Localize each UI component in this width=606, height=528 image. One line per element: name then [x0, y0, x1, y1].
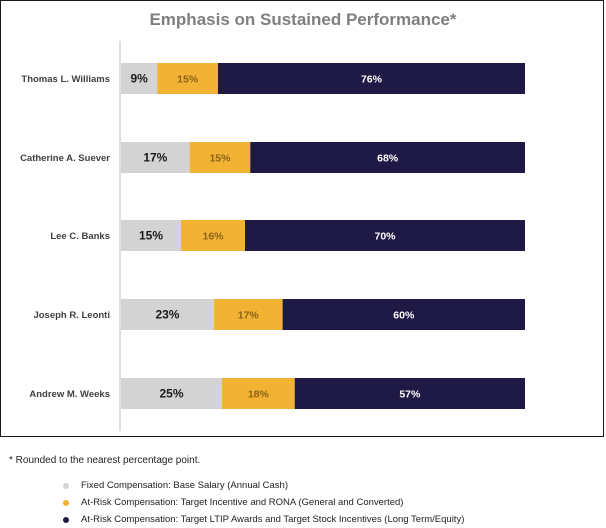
chart-svg: Emphasis on Sustained Performance* Thoma…: [20, 10, 525, 431]
data-label-andrew-m-weeks-0: 25%: [159, 387, 183, 401]
data-label-andrew-m-weeks-1: 18%: [248, 389, 270, 401]
category-label-lee-c-banks: Lee C. Banks: [50, 231, 110, 242]
data-label-joseph-r-leonti-2: 60%: [393, 310, 415, 322]
legend-item-fixed: Fixed Compensation: Base Salary (Annual …: [63, 477, 464, 494]
data-label-lee-c-banks-1: 16%: [202, 231, 224, 243]
bar-segment-joseph-r-leonti-0: [121, 299, 214, 330]
legend-label-fixed: Fixed Compensation: Base Salary (Annual …: [81, 480, 288, 491]
bar-segment-catherine-a-suever-1: [189, 142, 251, 173]
category-label-thomas-l-williams: Thomas L. Williams: [21, 74, 110, 85]
bars-layer: Thomas L. Williams 9% 15% 76% Catherine A. S…: [20, 63, 525, 409]
data-label-andrew-m-weeks-2: 57%: [399, 389, 421, 401]
bar-segment-andrew-m-weeks-2: [294, 378, 525, 409]
data-label-lee-c-banks-0: 15%: [139, 229, 163, 243]
bar-segment-thomas-l-williams-1: [157, 63, 218, 94]
data-label-thomas-l-williams-2: 76%: [361, 74, 383, 86]
bar-segment-joseph-r-leonti-1: [213, 299, 283, 330]
bar-segment-joseph-r-leonti-2: [282, 299, 525, 330]
chart-title: Emphasis on Sustained Performance*: [149, 10, 456, 29]
bar-segment-andrew-m-weeks-0: [121, 378, 222, 409]
legend-dot-ltip-icon: [63, 516, 69, 523]
legend-item-ltip: At-Risk Compensation: Target LTIP Awards…: [63, 511, 464, 528]
data-label-thomas-l-williams-0: 9%: [131, 72, 149, 86]
category-label-joseph-r-leonti: Joseph R. Leonti: [33, 310, 110, 321]
data-label-catherine-a-suever-1: 15%: [209, 153, 231, 165]
bar-segment-thomas-l-williams-0: [121, 63, 158, 94]
legend-dot-target-incentive-icon: [63, 499, 69, 506]
bar-segment-catherine-a-suever-0: [121, 142, 190, 173]
bar-segment-lee-c-banks-2: [245, 220, 525, 251]
category-label-catherine-a-suever: Catherine A. Suever: [20, 153, 110, 164]
chart-frame: Emphasis on Sustained Performance* Thoma…: [0, 0, 604, 437]
data-label-joseph-r-leonti-0: 23%: [155, 308, 179, 322]
bar-segment-andrew-m-weeks-1: [222, 378, 295, 409]
data-label-lee-c-banks-2: 70%: [374, 231, 396, 243]
bar-segment-catherine-a-suever-2: [250, 142, 525, 173]
legend-dot-fixed-icon: [63, 482, 69, 489]
category-label-andrew-m-weeks: Andrew M. Weeks: [29, 389, 110, 400]
bar-segment-lee-c-banks-0: [121, 220, 181, 251]
bar-segment-lee-c-banks-1: [181, 220, 245, 251]
legend: Fixed Compensation: Base Salary (Annual …: [63, 477, 464, 528]
legend-item-target-incentive: At-Risk Compensation: Target Incentive a…: [63, 494, 464, 511]
legend-label-target-incentive: At-Risk Compensation: Target Incentive a…: [81, 497, 404, 508]
data-label-catherine-a-suever-2: 68%: [377, 153, 399, 165]
footnote: * Rounded to the nearest percentage poin…: [9, 455, 201, 466]
data-label-thomas-l-williams-1: 15%: [177, 74, 199, 86]
data-label-catherine-a-suever-0: 17%: [143, 151, 167, 165]
bar-segment-thomas-l-williams-2: [217, 63, 525, 94]
data-label-joseph-r-leonti-1: 17%: [238, 310, 260, 322]
legend-label-ltip: At-Risk Compensation: Target LTIP Awards…: [81, 514, 465, 525]
